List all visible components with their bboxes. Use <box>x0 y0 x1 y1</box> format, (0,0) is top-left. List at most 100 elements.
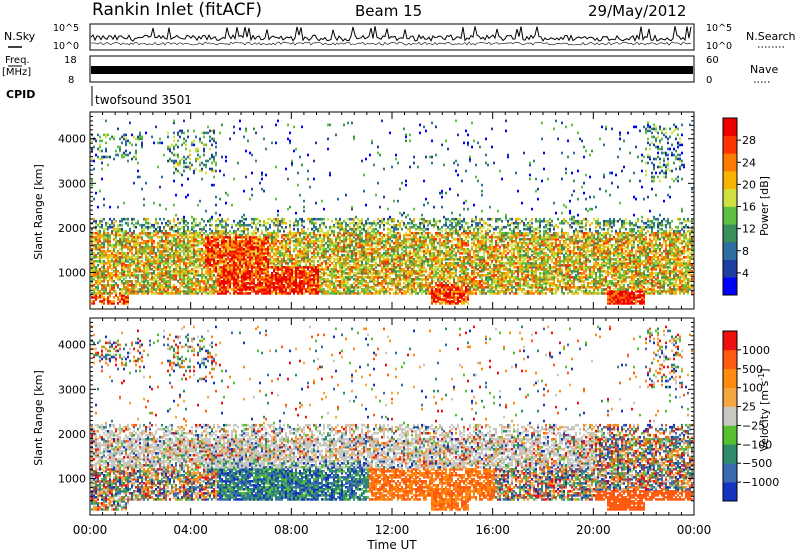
heat-cell <box>163 239 165 243</box>
heat-cell <box>303 292 305 295</box>
heat-cell <box>101 286 103 289</box>
heat-cell <box>219 268 221 271</box>
heat-cell <box>113 225 115 229</box>
heat-cell <box>143 282 145 285</box>
heat-cell <box>111 268 113 271</box>
heat-cell <box>155 231 157 235</box>
heat-cell <box>107 262 109 265</box>
heat-cell <box>195 249 197 253</box>
heat-cell <box>307 280 309 283</box>
heat-cell <box>211 183 213 187</box>
heat-cell <box>173 131 175 135</box>
heat-cell <box>141 290 143 293</box>
heat-cell <box>171 254 173 257</box>
heat-cell <box>233 264 235 267</box>
heat-cell <box>201 258 203 261</box>
heat-cell <box>391 245 393 249</box>
heat-cell <box>107 241 109 245</box>
heat-cell <box>225 274 227 277</box>
heat-cell <box>139 270 141 273</box>
heat-cell <box>179 258 181 261</box>
heat-cell <box>231 268 233 271</box>
heat-cell <box>167 276 169 279</box>
heat-cell <box>301 221 303 225</box>
heat-cell <box>117 256 119 259</box>
heat-cell <box>255 235 257 239</box>
heat-cell <box>115 274 117 277</box>
heat-cell <box>265 266 267 269</box>
heat-cell <box>199 254 201 257</box>
heat-cell <box>113 135 115 139</box>
heat-cell <box>127 256 129 259</box>
heat-cell <box>251 276 253 279</box>
heat-cell <box>195 290 197 293</box>
heat-cell <box>99 272 101 275</box>
heat-cell <box>221 229 223 233</box>
heat-cell <box>209 258 211 261</box>
heat-cell <box>239 254 241 257</box>
heat-cell <box>297 274 299 277</box>
heat-cell <box>267 233 269 237</box>
heat-cell <box>255 260 257 263</box>
heat-cell <box>275 276 277 279</box>
heat-cell <box>131 274 133 277</box>
heat-cell <box>269 266 271 269</box>
heat-cell <box>295 284 297 287</box>
heat-cell <box>159 286 161 289</box>
heat-cell <box>323 268 325 271</box>
heat-cell <box>151 282 153 285</box>
heat-cell <box>271 231 273 235</box>
heat-cell <box>291 268 293 271</box>
heat-cell <box>191 290 193 293</box>
heat-cell <box>187 272 189 275</box>
heat-cell <box>97 264 99 267</box>
heat-cell <box>255 268 257 271</box>
heat-cell <box>195 254 197 257</box>
heat-cell <box>165 249 167 253</box>
heat-cell <box>307 227 309 231</box>
heat-cell <box>221 260 223 263</box>
heat-cell <box>175 288 177 291</box>
heat-cell <box>283 243 285 247</box>
heat-cell <box>273 276 275 279</box>
heat-cell <box>169 286 171 289</box>
heat-cell <box>295 241 297 245</box>
heat-cell <box>129 151 131 155</box>
heat-cell <box>335 274 337 277</box>
heat-cell <box>173 147 175 151</box>
heat-cell <box>255 241 257 245</box>
heat-cell <box>127 217 129 221</box>
heat-cell <box>277 209 279 213</box>
heat-cell <box>123 229 125 233</box>
heat-cell <box>199 252 201 255</box>
heat-cell <box>167 282 169 285</box>
heat-cell <box>99 157 101 161</box>
heat-cell <box>301 280 303 283</box>
heat-cell <box>313 284 315 287</box>
heat-cell <box>203 282 205 285</box>
heat-cell <box>91 270 93 273</box>
heat-cell <box>255 284 257 287</box>
heat-cell <box>123 252 125 255</box>
heat-cell <box>215 278 217 281</box>
heat-cell <box>107 268 109 271</box>
heat-cell <box>229 258 231 261</box>
heat-cell <box>217 256 219 259</box>
heat-cell <box>183 286 185 289</box>
heat-cell <box>339 247 341 251</box>
heat-cell <box>175 237 177 241</box>
heat-cell <box>261 239 263 243</box>
heat-cell <box>147 272 149 275</box>
heat-cell <box>271 286 273 289</box>
heat-cell <box>397 292 399 295</box>
heat-cell <box>277 239 279 243</box>
heat-cell <box>167 239 169 243</box>
heat-cell <box>353 286 355 289</box>
heat-cell <box>193 252 195 255</box>
heat-cell <box>105 256 107 259</box>
heat-cell <box>101 266 103 269</box>
heat-cell <box>343 284 345 287</box>
heat-cell <box>365 219 367 223</box>
heat-cell <box>129 239 131 243</box>
plot-title: Rankin Inlet (fitACF) <box>92 0 262 20</box>
